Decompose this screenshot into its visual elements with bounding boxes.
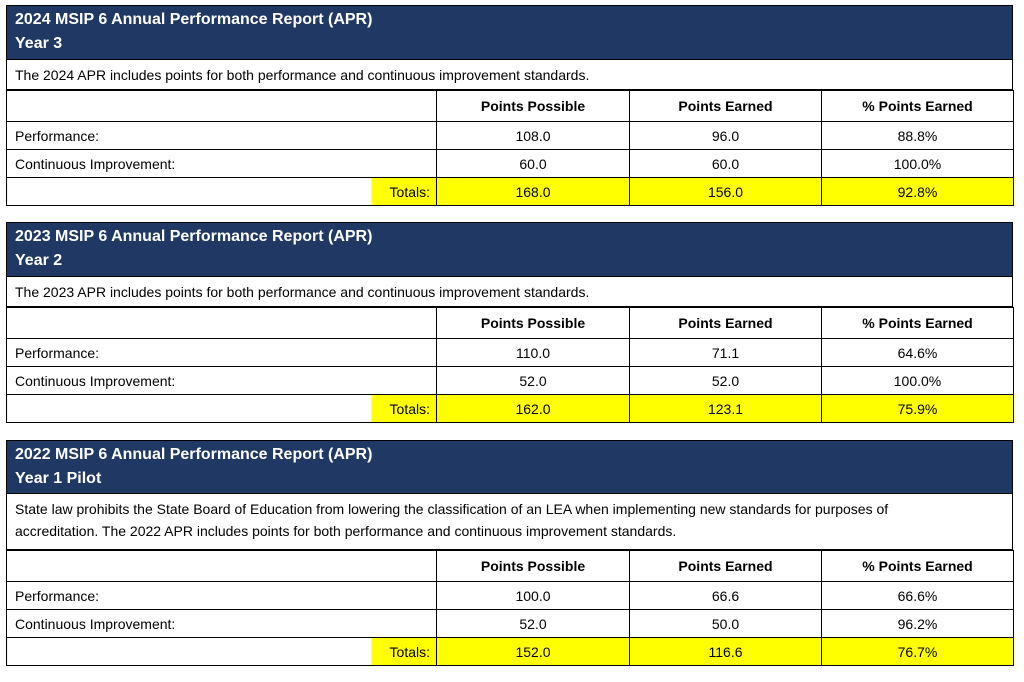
points-possible: 52.0 [436,366,630,395]
pct-earned: 64.6% [821,338,1014,367]
row-label: Performance: [6,121,437,150]
totals-label: Totals: [389,183,430,200]
totals-label-cell: Totals: [6,637,437,666]
points-possible: 52.0 [436,609,630,638]
points-possible: 100.0 [436,581,630,610]
apr-2022-table: Points Possible Points Earned % Points E… [6,550,1014,666]
row-label: Performance: [6,338,437,367]
col-pct-earned: % Points Earned [821,550,1014,582]
blank-header [6,307,437,339]
apr-2022-description: State law prohibits the State Board of E… [6,494,1013,550]
col-points-possible: Points Possible [436,307,630,339]
points-possible: 60.0 [436,149,630,178]
apr-2022-subtitle: Year 1 Pilot [15,470,102,487]
row-label: Continuous Improvement: [6,366,437,395]
apr-2024-table: Points Possible Points Earned % Points E… [6,90,1014,206]
points-earned: 66.6 [629,581,822,610]
col-points-possible: Points Possible [436,90,630,122]
points-earned: 96.0 [629,121,822,150]
points-earned: 50.0 [629,609,822,638]
apr-2023-title: 2023 MSIP 6 Annual Performance Report (A… [15,228,373,245]
apr-2022-header: 2022 MSIP 6 Annual Performance Report (A… [6,440,1013,494]
col-pct-earned: % Points Earned [821,90,1014,122]
blank-header [6,90,437,122]
total-points-possible: 168.0 [436,177,630,206]
totals-label-cell: Totals: [6,394,437,423]
col-points-possible: Points Possible [436,550,630,582]
total-pct-earned: 75.9% [821,394,1014,423]
totals-row: Totals: 152.0 116.6 76.7% [6,637,1014,666]
row-label: Continuous Improvement: [6,149,437,178]
points-possible: 110.0 [436,338,630,367]
total-points-possible: 152.0 [436,637,630,666]
apr-2024-header: 2024 MSIP 6 Annual Performance Report (A… [6,5,1013,60]
apr-2022-section: 2022 MSIP 6 Annual Performance Report (A… [6,440,1014,666]
table-row: Continuous Improvement: 60.0 60.0 100.0% [6,149,1014,178]
apr-2024-subtitle: Year 3 [15,35,63,52]
points-earned: 71.1 [629,338,822,367]
col-points-earned: Points Earned [629,307,822,339]
pct-earned: 88.8% [821,121,1014,150]
row-label: Continuous Improvement: [6,609,437,638]
table-row: Continuous Improvement: 52.0 50.0 96.2% [6,609,1014,638]
total-pct-earned: 92.8% [821,177,1014,206]
points-earned: 52.0 [629,366,822,395]
table-header-row: Points Possible Points Earned % Points E… [6,307,1014,339]
points-earned: 60.0 [629,149,822,178]
points-possible: 108.0 [436,121,630,150]
total-points-earned: 123.1 [629,394,822,423]
pct-earned: 100.0% [821,366,1014,395]
total-points-earned: 116.6 [629,637,822,666]
table-header-row: Points Possible Points Earned % Points E… [6,90,1014,122]
totals-row: Totals: 168.0 156.0 92.8% [6,177,1014,206]
col-pct-earned: % Points Earned [821,307,1014,339]
col-points-earned: Points Earned [629,550,822,582]
total-pct-earned: 76.7% [821,637,1014,666]
totals-label-cell: Totals: [6,177,437,206]
table-row: Performance: 100.0 66.6 66.6% [6,581,1014,610]
pct-earned: 96.2% [821,609,1014,638]
apr-2024-title: 2024 MSIP 6 Annual Performance Report (A… [15,11,373,28]
apr-2023-table: Points Possible Points Earned % Points E… [6,307,1014,423]
totals-label: Totals: [389,643,430,660]
row-label: Performance: [6,581,437,610]
apr-2023-header: 2023 MSIP 6 Annual Performance Report (A… [6,222,1013,277]
apr-2023-section: 2023 MSIP 6 Annual Performance Report (A… [6,222,1014,423]
apr-2024-section: 2024 MSIP 6 Annual Performance Report (A… [6,5,1014,206]
total-points-earned: 156.0 [629,177,822,206]
apr-2023-description: The 2023 APR includes points for both pe… [6,277,1013,307]
apr-2022-title: 2022 MSIP 6 Annual Performance Report (A… [15,446,373,463]
table-row: Performance: 110.0 71.1 64.6% [6,338,1014,367]
pct-earned: 66.6% [821,581,1014,610]
apr-2024-description: The 2024 APR includes points for both pe… [6,60,1013,90]
blank-header [6,550,437,582]
table-row: Performance: 108.0 96.0 88.8% [6,121,1014,150]
col-points-earned: Points Earned [629,90,822,122]
pct-earned: 100.0% [821,149,1014,178]
table-row: Continuous Improvement: 52.0 52.0 100.0% [6,366,1014,395]
table-header-row: Points Possible Points Earned % Points E… [6,550,1014,582]
total-points-possible: 162.0 [436,394,630,423]
totals-label: Totals: [389,400,430,417]
apr-2023-subtitle: Year 2 [15,252,63,269]
totals-row: Totals: 162.0 123.1 75.9% [6,394,1014,423]
